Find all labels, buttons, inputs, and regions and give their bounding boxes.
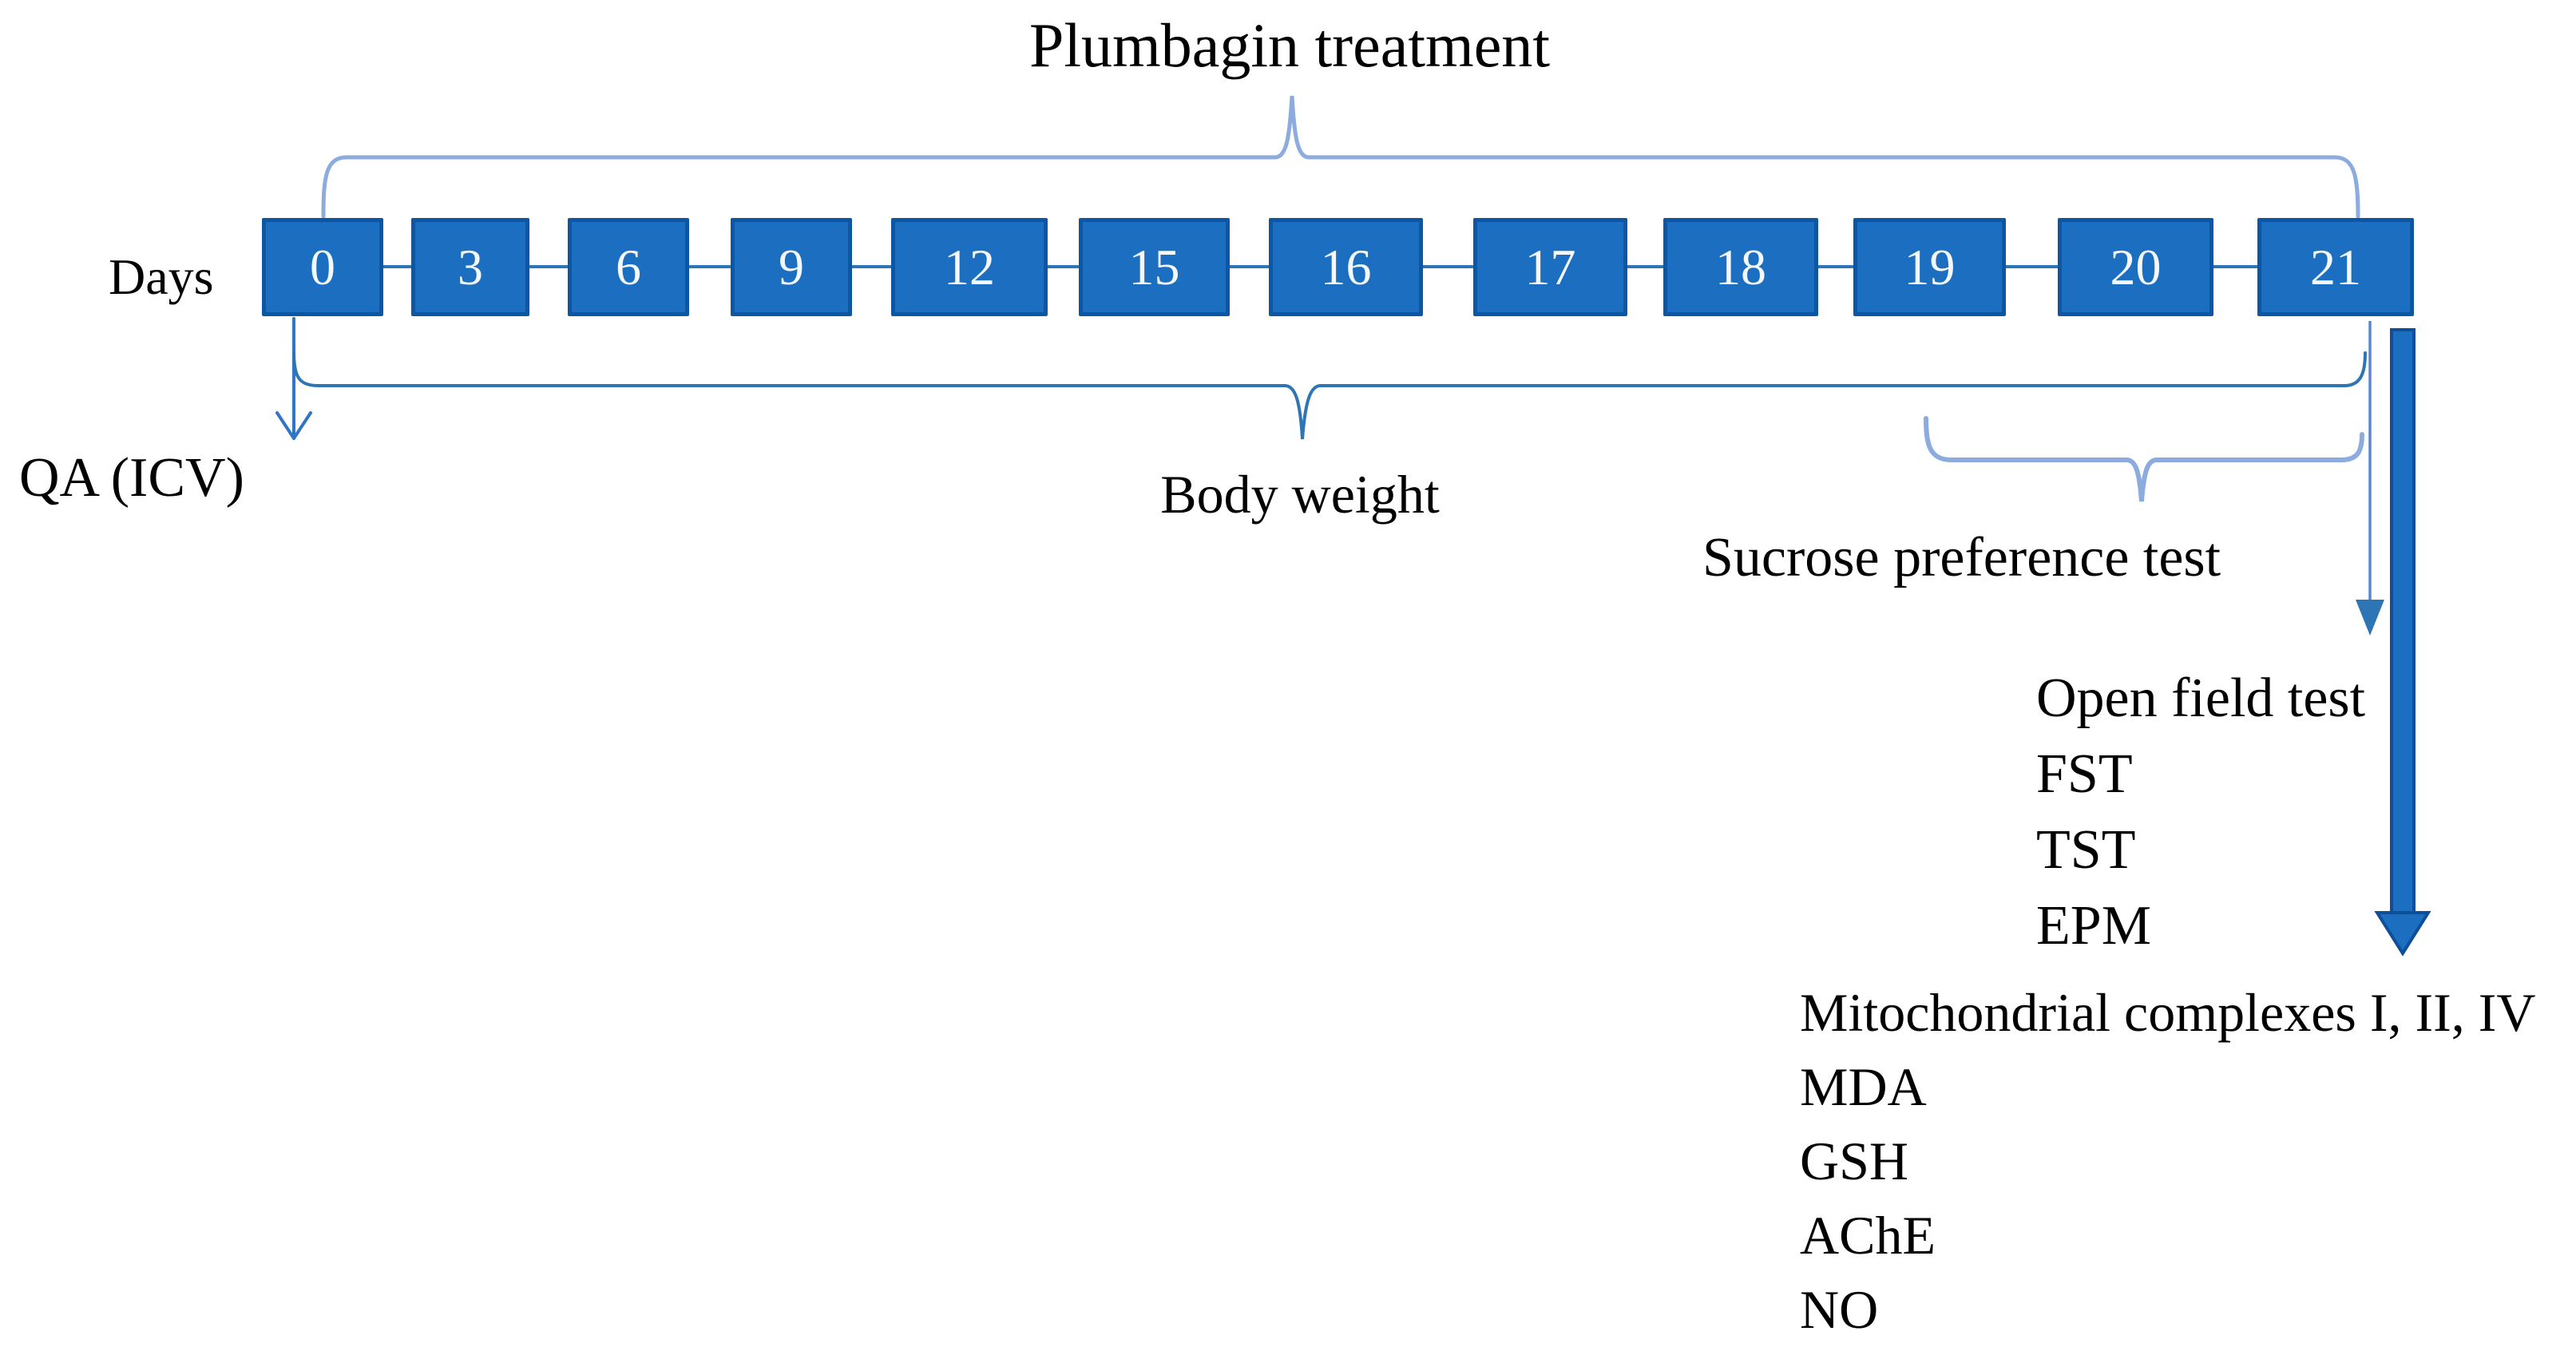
day-box-16: 16 xyxy=(1269,218,1423,316)
day-box-19: 19 xyxy=(1853,218,2006,316)
day-box-12: 12 xyxy=(891,218,1048,316)
day-box-9: 9 xyxy=(731,218,852,316)
day-box-value: 0 xyxy=(310,238,335,295)
terminal-assays-list: Mitochondrial complexes I, II, IV MDA GS… xyxy=(1800,976,2536,1347)
day-box-15: 15 xyxy=(1079,218,1230,316)
day-box-value: 6 xyxy=(616,238,641,295)
day-box-value: 19 xyxy=(1904,238,1956,295)
day-box-3: 3 xyxy=(411,218,529,316)
behavioral-test-item: EPM xyxy=(2036,894,2151,957)
day-box-value: 18 xyxy=(1715,238,1766,295)
qa-icv-label: QA (ICV) xyxy=(19,447,244,509)
terminal-assay-item: GSH xyxy=(1800,1131,1909,1191)
day-box-value: 9 xyxy=(779,238,804,295)
terminal-assay-item: Mitochondrial complexes I, II, IV xyxy=(1800,982,2536,1043)
day-box-value: 15 xyxy=(1128,238,1180,295)
day-box-value: 12 xyxy=(944,238,995,295)
day-box-value: 3 xyxy=(458,238,483,295)
sucrose-preference-bracket xyxy=(1924,416,2364,502)
day-box-value: 16 xyxy=(1320,238,1372,295)
days-axis-label: Days xyxy=(109,248,214,305)
day-box-value: 20 xyxy=(2110,238,2162,295)
body-weight-bracket xyxy=(292,350,2367,440)
day-box-0: 0 xyxy=(262,218,383,316)
day-box-21: 21 xyxy=(2257,218,2414,316)
day-box-20: 20 xyxy=(2058,218,2213,316)
behavioral-test-item: TST xyxy=(2036,818,2136,881)
day21-drop-arrow xyxy=(2356,321,2384,636)
body-weight-label: Body weight xyxy=(1160,464,1440,525)
behavioral-tests-list: Open field test FST TST EPM xyxy=(2036,660,2365,964)
terminal-assay-item: AChE xyxy=(1800,1205,1936,1266)
behavioral-test-item: FST xyxy=(2036,743,2133,805)
terminal-assay-item: MDA xyxy=(1800,1056,1927,1117)
day-box-value: 21 xyxy=(2310,238,2361,295)
qa-icv-arrow xyxy=(275,317,312,440)
day-box-17: 17 xyxy=(1473,218,1627,316)
figure-title: Plumbagin treatment xyxy=(1028,10,1551,80)
terminal-thick-arrow xyxy=(2374,328,2431,957)
day-box-value: 17 xyxy=(1524,238,1576,295)
terminal-assay-item: NO xyxy=(1800,1279,1879,1340)
day-box-18: 18 xyxy=(1663,218,1818,316)
sucrose-preference-label: Sucrose preference test xyxy=(1702,527,2221,588)
behavioral-test-item: Open field test xyxy=(2036,667,2366,729)
day-box-6: 6 xyxy=(568,218,689,316)
plumbagin-treatment-brace xyxy=(321,95,2360,219)
